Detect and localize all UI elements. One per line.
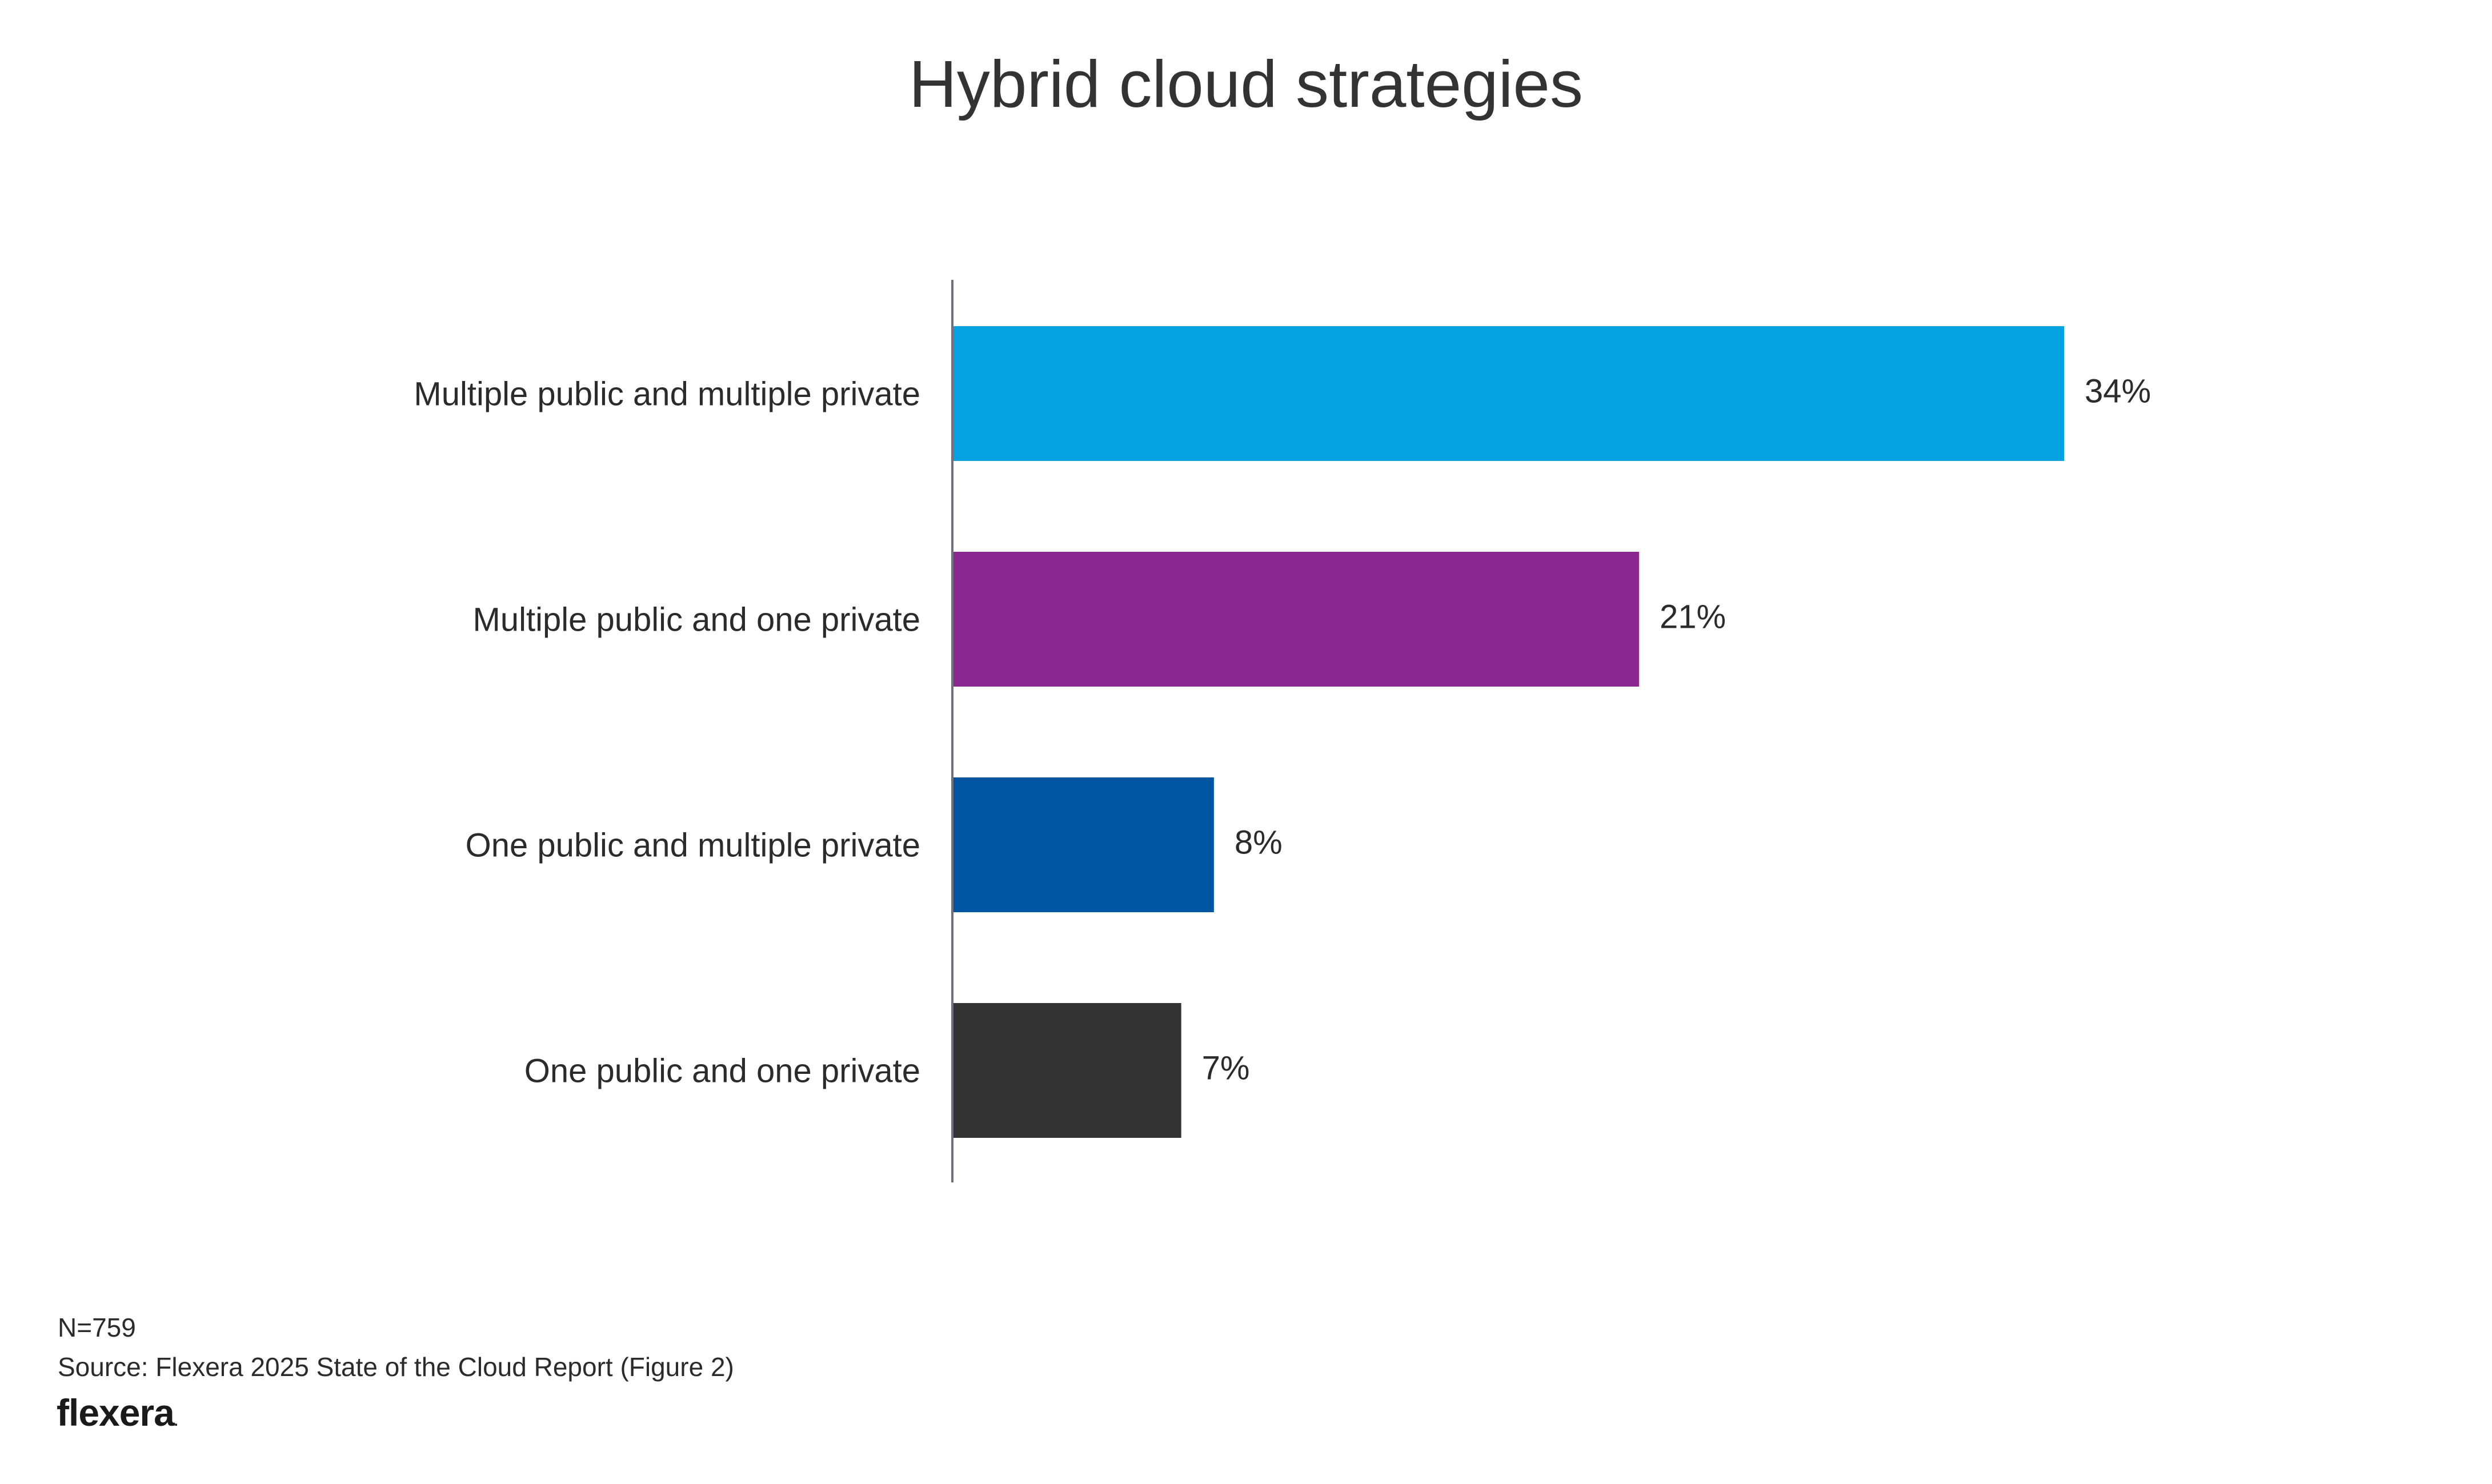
category-label-1: Multiple public and multiple private [414, 375, 920, 412]
bar-1 [952, 326, 2064, 461]
bar-4 [952, 1003, 1181, 1138]
value-label-4: 7% [1202, 1049, 1250, 1086]
value-label-2: 21% [1660, 598, 1726, 635]
chart-title: Hybrid cloud strategies [909, 47, 1583, 121]
bar-3 [952, 777, 1214, 912]
category-label-3: One public and multiple private [466, 827, 920, 864]
source-note: Source: Flexera 2025 State of the Cloud … [58, 1352, 734, 1382]
value-labels-layer: 34% 21% 8% 7% [1202, 372, 2151, 1086]
logo-text: flexera [57, 1391, 175, 1434]
sample-size-note: N=759 [58, 1313, 136, 1342]
bars-layer [952, 326, 2064, 1138]
value-label-3: 8% [1235, 824, 1283, 861]
category-label-2: Multiple public and one private [473, 601, 920, 638]
category-label-4: One public and one private [524, 1052, 920, 1089]
flexera-logo: flexera. [57, 1387, 178, 1447]
logo-dot: . [174, 1414, 178, 1429]
category-labels-layer: Multiple public and multiple private Mult… [414, 375, 920, 1089]
value-label-1: 34% [2085, 372, 2151, 410]
bar-2 [952, 552, 1639, 687]
